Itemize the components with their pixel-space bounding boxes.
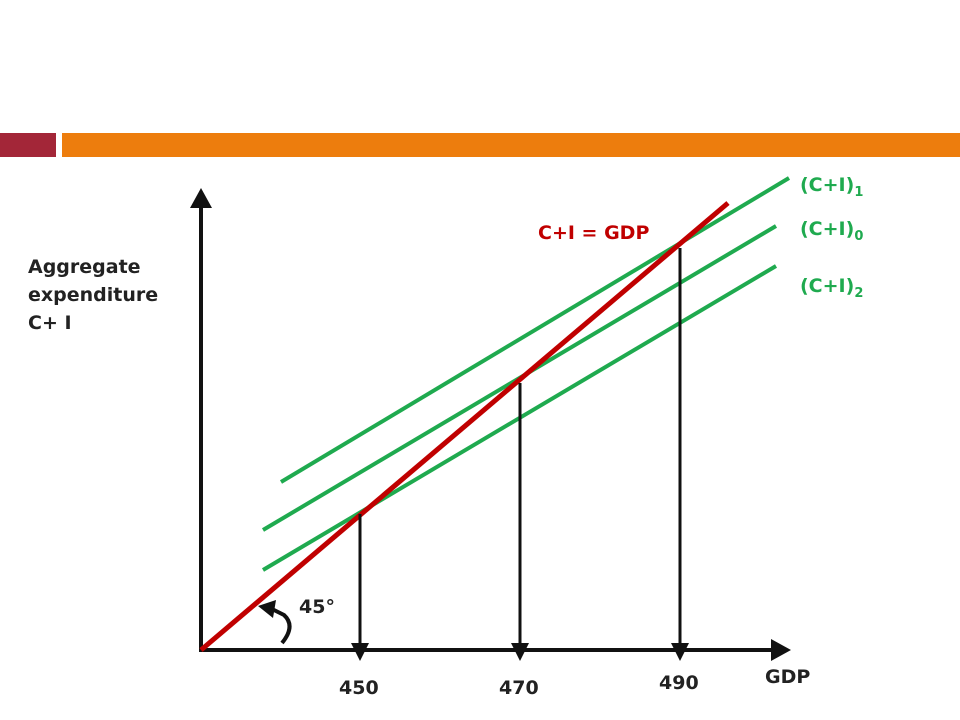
drop-arrow-490: [671, 643, 689, 661]
title-accent-bar-red: [0, 133, 56, 157]
x-tick-470: 470: [499, 677, 539, 699]
drop-arrow-450: [351, 643, 369, 661]
forty-five-degree-line: [199, 201, 730, 652]
x-tick-490: 490: [659, 672, 699, 694]
y-axis-label-line2: expenditure: [28, 284, 159, 306]
title-accent-bar-orange: [62, 133, 960, 157]
y-axis-arrowhead: [190, 188, 212, 208]
curve-label-2: (C+I)2: [800, 275, 864, 301]
drop-arrow-470: [511, 643, 529, 661]
y-axis-label-line1: Aggregate: [28, 256, 141, 278]
y-axis-label-line3: C+ I: [28, 312, 72, 334]
x-tick-450: 450: [339, 677, 379, 699]
y-axis-label: Aggregate expenditure C+ I: [28, 258, 158, 342]
ae-line-1: [279, 176, 791, 484]
angle-arrowhead-icon: [258, 600, 276, 618]
x-axis-arrowhead: [771, 639, 791, 661]
curve-label-1: (C+I)1: [800, 174, 864, 200]
x-axis-label: GDP: [765, 666, 811, 688]
angle-arc-icon: [271, 607, 292, 645]
angle-label: 45°: [299, 596, 335, 618]
forty-five-degree-line-label: C+I = GDP: [538, 222, 650, 244]
curve-label-0: (C+I)0: [800, 218, 864, 244]
